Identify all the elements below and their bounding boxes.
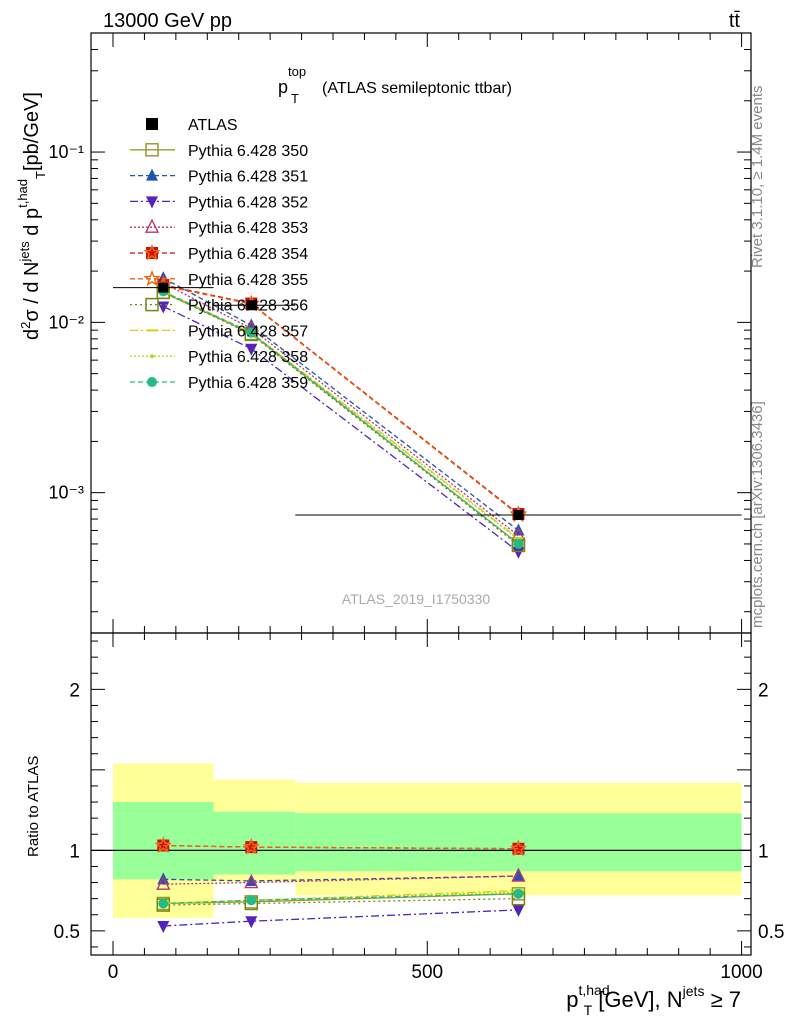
ratio-series-point <box>511 867 526 882</box>
ratio-y-tick-label-right: 0.5 <box>758 922 784 943</box>
legend-marker <box>143 244 161 261</box>
plot-title-rest: (ATLAS semileptonic ttbar) <box>322 80 512 97</box>
legend-label: Pythia 6.428 357 <box>188 323 308 340</box>
energy-label: 13000 GeV pp <box>103 10 232 32</box>
ratio-series-point <box>157 921 170 934</box>
series-line <box>163 284 519 515</box>
ratio-y-axis-label: Ratio to ATLAS <box>25 756 42 857</box>
legend-label: ATLAS <box>188 117 238 134</box>
watermark: ATLAS_2019_I1750330 <box>342 591 491 607</box>
series-line <box>162 282 519 537</box>
ratio-y-tick-label: 0.5 <box>54 922 80 943</box>
y-tick-label: 10⁻³ <box>48 483 84 503</box>
series-line <box>163 285 519 516</box>
ratio-y-tick-label: 2 <box>69 680 80 701</box>
ratio-y-tick-label: 1 <box>69 841 80 862</box>
ratio-series-point <box>509 839 527 857</box>
ratio-series-point <box>158 898 169 909</box>
y-tick-label: 10⁻¹ <box>48 142 84 162</box>
x-tick-label: 0 <box>108 962 119 983</box>
ratio-series-line <box>163 897 519 906</box>
ratio-series-point <box>244 873 259 889</box>
ratio-series-point <box>513 888 524 899</box>
ratio-series-point <box>156 875 171 890</box>
ratio-series-point <box>245 916 258 929</box>
legend-marker <box>143 269 161 287</box>
ratio-series-point <box>512 904 525 917</box>
legend-label: Pythia 6.428 359 <box>188 375 308 392</box>
legend-label: Pythia 6.428 355 <box>188 272 308 289</box>
legend-marker <box>145 143 159 157</box>
ratio-series-line <box>163 909 519 927</box>
process-label: tt̄ <box>729 10 741 32</box>
series-point <box>157 301 170 314</box>
x-tick-label: 500 <box>411 962 443 983</box>
ratio-frame <box>90 632 752 956</box>
legend-marker <box>146 196 158 209</box>
legend-marker <box>144 218 160 233</box>
main-plot: 10⁻¹ 10⁻² 10⁻³ <box>48 32 752 955</box>
ratio-series-line <box>163 875 519 885</box>
legend-marker <box>146 168 158 181</box>
ratio-y-tick-label-right: 2 <box>758 680 769 701</box>
y-tick-label: 10⁻² <box>48 312 84 332</box>
plot-title-p: p <box>278 77 288 97</box>
series-point <box>512 546 525 559</box>
legend-marker <box>145 297 159 312</box>
legend-label: Pythia 6.428 353 <box>188 220 308 237</box>
plot-title: ptop T (ATLAS semileptonic ttbar) <box>278 64 512 106</box>
ratio-plot: 0 500 1000 0.5 0.5 1 1 2 2 <box>54 632 784 983</box>
series-point <box>246 327 257 338</box>
main-y-axis-label: d2σ / d Njets d pt,hadT[pb/GeV] <box>15 92 48 340</box>
ratio-y-tick-label-right: 1 <box>758 841 769 862</box>
ratio-series-point <box>154 836 172 853</box>
plot-title-sub: T <box>291 91 299 106</box>
x-tick-label: 1000 <box>720 962 762 983</box>
legend: ATLAS Pythia 6.428 350 Pythia 6.428 351 Pyt… <box>130 117 308 392</box>
legend-label: Pythia 6.428 350 <box>188 143 308 160</box>
legend-marker <box>150 354 154 359</box>
ratio-series-point <box>512 869 525 882</box>
plot-title-sup: top <box>288 64 306 79</box>
ratio-series-point <box>242 838 260 855</box>
legend-marker <box>146 118 158 130</box>
x-axis-label: pt,had T [GeV], Njets ≥ 7 <box>566 982 741 1018</box>
rivet-label: Rivet 3.1.10, ≥ 1.4M events <box>749 86 766 269</box>
ratio-series-line <box>163 844 519 850</box>
legend-label: Pythia 6.428 358 <box>188 349 308 366</box>
legend-label: Pythia 6.428 354 <box>188 246 308 263</box>
legend-label: Pythia 6.428 352 <box>188 194 308 211</box>
legend-marker <box>147 377 157 387</box>
ratio-series-point <box>246 895 257 906</box>
series-point <box>245 343 258 356</box>
legend-label: Pythia 6.428 351 <box>188 169 308 186</box>
legend-label: Pythia 6.428 356 <box>188 298 308 315</box>
mcplots-label: mcplots.cern.ch [arXiv:1306.3436] <box>749 401 766 628</box>
series-point <box>513 538 524 549</box>
